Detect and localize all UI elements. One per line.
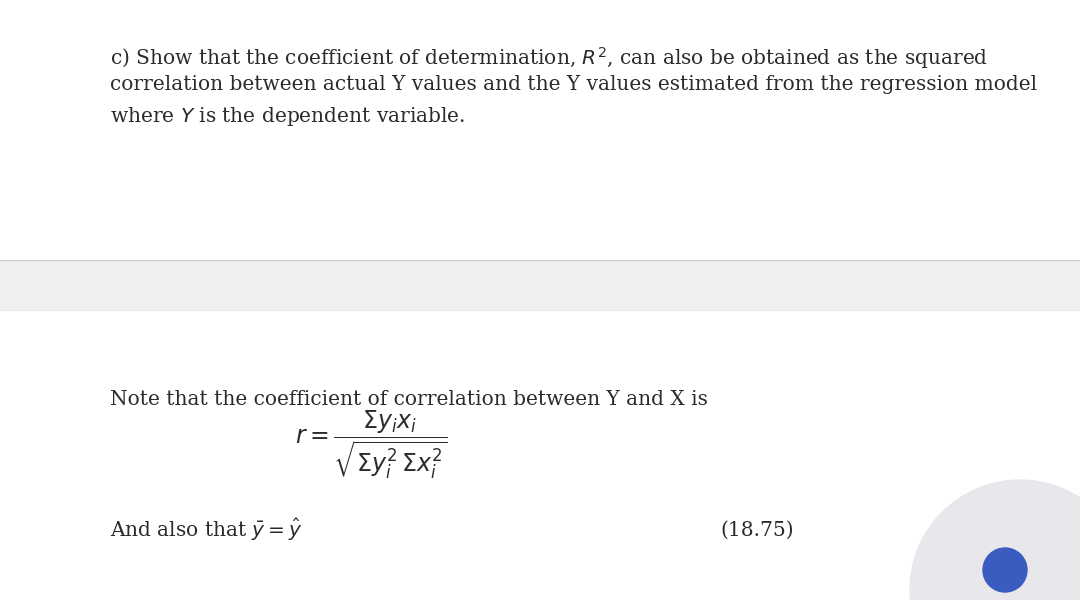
Bar — [0, 260, 1080, 310]
Text: And also that $\bar{y} = \hat{y}$: And also that $\bar{y} = \hat{y}$ — [110, 517, 302, 543]
Text: c) Show that the coefficient of determination, $R^2$, can also be obtained as th: c) Show that the coefficient of determin… — [110, 45, 988, 71]
Text: (18.75): (18.75) — [720, 520, 794, 539]
Circle shape — [983, 548, 1027, 592]
Text: $r = \dfrac{\Sigma y_i x_i}{\sqrt{\Sigma y_i^2 \, \Sigma x_i^2}}$: $r = \dfrac{\Sigma y_i x_i}{\sqrt{\Sigma… — [295, 409, 448, 481]
Text: correlation between actual Y values and the Y values estimated from the regressi: correlation between actual Y values and … — [110, 75, 1037, 94]
Circle shape — [910, 480, 1080, 600]
Text: where $Y$ is the dependent variable.: where $Y$ is the dependent variable. — [110, 105, 465, 128]
Text: Note that the coefficient of correlation between Y and X is: Note that the coefficient of correlation… — [110, 390, 707, 409]
